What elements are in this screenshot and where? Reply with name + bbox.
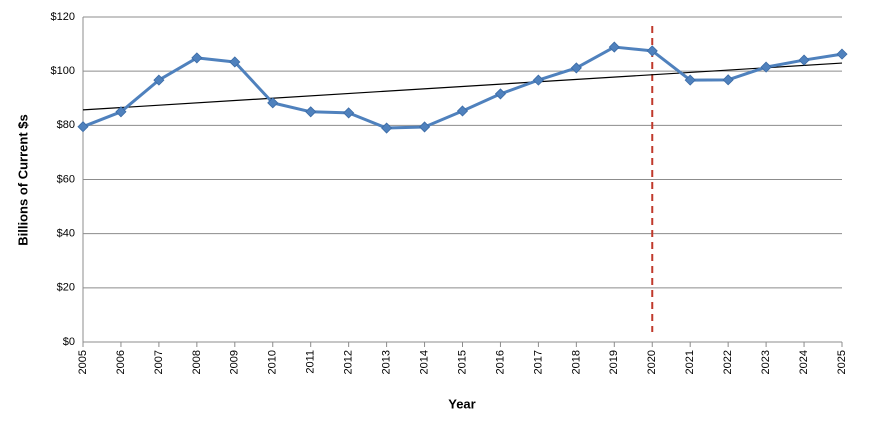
y-tick-label: $120 <box>51 11 75 23</box>
data-point <box>532 74 544 86</box>
x-tick-label: 2015 <box>456 350 468 374</box>
data-point <box>646 45 658 57</box>
x-tick-label: 2021 <box>684 350 696 374</box>
x-tick-label: 2024 <box>798 350 810 374</box>
x-tick-label: 2007 <box>153 350 165 374</box>
data-point <box>343 107 355 119</box>
y-tick-label: $80 <box>57 119 75 131</box>
data-point <box>722 74 734 86</box>
x-tick-label: 2016 <box>494 350 506 374</box>
x-tick-label: 2010 <box>267 350 279 374</box>
x-tick-label: 2020 <box>646 350 658 374</box>
x-tick-label: 2008 <box>191 350 203 374</box>
x-tick-label: 2005 <box>77 350 89 374</box>
x-tick-label: 2022 <box>722 350 734 374</box>
x-tick-label: 2017 <box>532 350 544 374</box>
data-point <box>381 122 393 134</box>
trend-line <box>82 62 843 111</box>
data-point <box>77 121 89 133</box>
x-tick-label: 2025 <box>836 350 848 374</box>
x-tick-label: 2009 <box>229 350 241 374</box>
y-tick-label: $40 <box>57 228 75 240</box>
x-tick-label: 2006 <box>115 350 127 374</box>
x-tick-label: 2011 <box>305 350 317 374</box>
x-tick-label: 2019 <box>608 350 620 374</box>
x-tick-label: 2012 <box>343 350 355 374</box>
data-point <box>608 41 620 53</box>
y-tick-label: $60 <box>57 173 75 185</box>
data-point <box>115 106 127 118</box>
data-point <box>760 61 772 73</box>
y-tick-label: $100 <box>51 65 75 77</box>
data-point <box>153 74 165 86</box>
x-tick-label: 2013 <box>381 350 393 374</box>
x-tick-label: 2023 <box>760 350 772 374</box>
data-point <box>267 97 279 109</box>
data-point <box>456 105 469 117</box>
y-tick-label: $0 <box>63 336 75 348</box>
x-tick-label: 2018 <box>570 350 582 374</box>
data-point <box>418 121 431 133</box>
data-point <box>229 56 241 68</box>
data-point <box>494 88 507 100</box>
data-point <box>570 62 582 74</box>
data-point <box>305 106 317 118</box>
data-point <box>836 48 848 60</box>
y-tick-label: $20 <box>57 282 75 294</box>
data-point <box>798 54 810 66</box>
x-tick-label: 2014 <box>418 350 430 374</box>
x-axis-title: Year <box>448 396 475 411</box>
data-point <box>191 52 203 64</box>
y-axis-title: Billions of Current $s <box>15 114 30 245</box>
data-point <box>684 74 696 86</box>
